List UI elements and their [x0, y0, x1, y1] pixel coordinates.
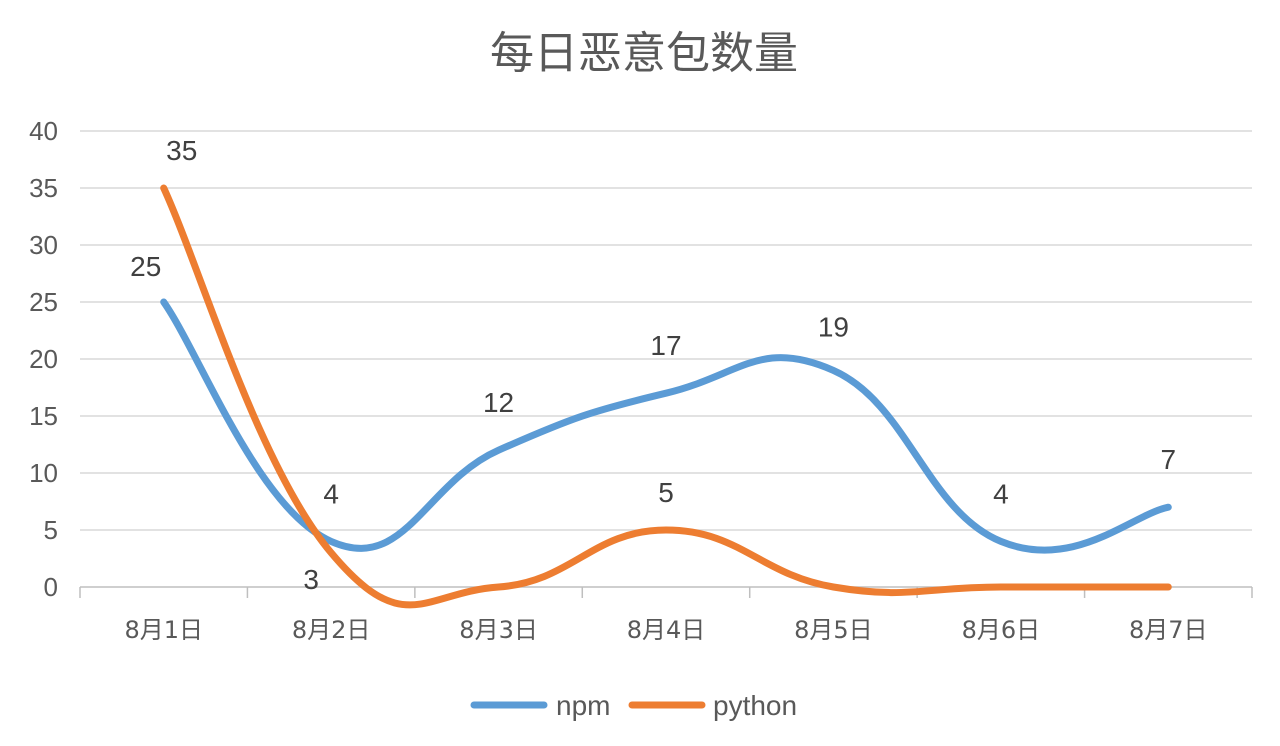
x-tick-label: 8月5日 [794, 616, 873, 644]
legend-label-npm: npm [556, 690, 610, 721]
data-label-npm: 12 [483, 387, 514, 418]
data-label-python: 35 [166, 135, 197, 166]
x-tick-label: 8月2日 [292, 616, 371, 644]
chart-title: 每日恶意包数量 [490, 28, 798, 79]
data-label-npm: 7 [1160, 444, 1176, 475]
x-tick-label: 8月3日 [459, 616, 538, 644]
y-tick-label: 35 [29, 173, 58, 203]
data-label-npm: 4 [993, 478, 1009, 509]
y-tick-label: 0 [44, 572, 58, 602]
y-tick-label: 30 [29, 230, 58, 260]
data-label-npm: 4 [323, 478, 339, 509]
legend-label-python: python [713, 690, 797, 721]
y-tick-label: 10 [29, 458, 58, 488]
x-axis-tick-labels: 8月1日 8月2日 8月3日 8月4日 8月5日 8月6日 8月7日 [124, 616, 1207, 644]
data-label-python: 5 [658, 477, 674, 508]
x-tick-label: 8月7日 [1129, 616, 1208, 644]
series-line-python [160, 184, 1172, 609]
data-label-npm: 25 [130, 251, 161, 282]
x-tick-label: 8月6日 [962, 616, 1041, 644]
data-label-python: 3 [303, 564, 319, 595]
data-label-npm: 17 [650, 330, 681, 361]
data-label-npm: 19 [818, 311, 849, 342]
legend: npm python [470, 690, 797, 721]
x-tick-label: 8月1日 [124, 616, 203, 644]
y-tick-label: 25 [29, 287, 58, 317]
y-tick-label: 5 [44, 515, 58, 545]
y-tick-label: 40 [29, 116, 58, 146]
gridlines [80, 130, 1252, 531]
series-lines [160, 184, 1172, 609]
y-tick-label: 15 [29, 401, 58, 431]
y-tick-label: 20 [29, 344, 58, 374]
x-tick-label: 8月4日 [627, 616, 706, 644]
y-axis-tick-labels: 0 5 10 15 20 25 30 35 40 [29, 116, 58, 602]
